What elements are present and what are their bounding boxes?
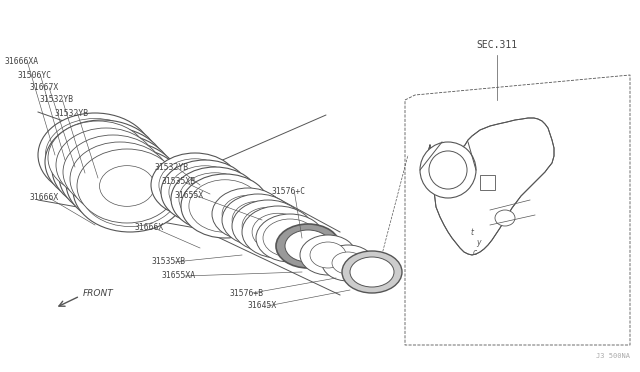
Text: 31506YC: 31506YC bbox=[18, 71, 52, 80]
Ellipse shape bbox=[74, 147, 173, 219]
Ellipse shape bbox=[181, 174, 269, 238]
Text: 31532YB: 31532YB bbox=[40, 96, 74, 105]
Ellipse shape bbox=[232, 200, 304, 252]
Text: 31666XA: 31666XA bbox=[5, 58, 39, 67]
Ellipse shape bbox=[420, 142, 476, 198]
Ellipse shape bbox=[276, 224, 340, 268]
Ellipse shape bbox=[310, 242, 346, 268]
Text: 31655X: 31655X bbox=[175, 190, 204, 199]
Ellipse shape bbox=[38, 113, 152, 197]
Ellipse shape bbox=[171, 167, 259, 231]
Text: 31535XB: 31535XB bbox=[162, 177, 196, 186]
Ellipse shape bbox=[56, 128, 156, 202]
Ellipse shape bbox=[242, 207, 294, 245]
Ellipse shape bbox=[70, 142, 170, 216]
Ellipse shape bbox=[222, 195, 274, 233]
Ellipse shape bbox=[93, 158, 147, 199]
Ellipse shape bbox=[81, 154, 180, 227]
Text: 31576+B: 31576+B bbox=[230, 289, 264, 298]
Ellipse shape bbox=[79, 145, 134, 185]
Ellipse shape bbox=[73, 148, 187, 232]
Ellipse shape bbox=[169, 166, 241, 218]
Ellipse shape bbox=[332, 252, 364, 274]
Text: y: y bbox=[476, 238, 480, 247]
Ellipse shape bbox=[285, 230, 331, 262]
Text: FRONT: FRONT bbox=[83, 289, 114, 298]
Ellipse shape bbox=[212, 188, 284, 240]
Ellipse shape bbox=[252, 213, 304, 251]
Text: SEC.311: SEC.311 bbox=[476, 40, 518, 50]
Text: c: c bbox=[473, 248, 477, 257]
Ellipse shape bbox=[350, 257, 394, 287]
Ellipse shape bbox=[60, 132, 159, 206]
Ellipse shape bbox=[63, 135, 163, 209]
Text: J3 500NA: J3 500NA bbox=[596, 353, 630, 359]
Ellipse shape bbox=[151, 153, 239, 217]
Ellipse shape bbox=[45, 120, 159, 204]
Ellipse shape bbox=[67, 140, 166, 212]
Text: 31667X: 31667X bbox=[30, 83, 60, 93]
Ellipse shape bbox=[256, 214, 324, 262]
Text: 31532YB: 31532YB bbox=[155, 164, 189, 173]
Polygon shape bbox=[428, 118, 554, 255]
Ellipse shape bbox=[48, 121, 148, 195]
Text: 31535XB: 31535XB bbox=[152, 257, 186, 266]
Ellipse shape bbox=[66, 141, 180, 225]
Ellipse shape bbox=[232, 201, 284, 239]
Ellipse shape bbox=[300, 235, 356, 275]
Text: 31655XA: 31655XA bbox=[162, 272, 196, 280]
Ellipse shape bbox=[342, 251, 402, 293]
Ellipse shape bbox=[52, 125, 152, 199]
Ellipse shape bbox=[242, 206, 314, 258]
Ellipse shape bbox=[495, 210, 515, 226]
Ellipse shape bbox=[52, 127, 166, 211]
Ellipse shape bbox=[189, 180, 261, 232]
Ellipse shape bbox=[179, 173, 251, 225]
Text: 31532YB: 31532YB bbox=[55, 109, 89, 118]
Ellipse shape bbox=[70, 138, 125, 178]
Ellipse shape bbox=[159, 159, 231, 211]
Ellipse shape bbox=[99, 166, 154, 206]
Ellipse shape bbox=[45, 118, 145, 192]
Ellipse shape bbox=[222, 194, 294, 246]
Ellipse shape bbox=[86, 152, 141, 192]
Ellipse shape bbox=[59, 134, 173, 218]
Text: t: t bbox=[470, 228, 474, 237]
Text: 31666X: 31666X bbox=[30, 193, 60, 202]
Text: 31645X: 31645X bbox=[248, 301, 277, 311]
Text: 31666X: 31666X bbox=[135, 224, 164, 232]
Ellipse shape bbox=[77, 149, 177, 223]
Text: 31576+C: 31576+C bbox=[272, 187, 306, 196]
Ellipse shape bbox=[322, 245, 374, 281]
Polygon shape bbox=[480, 175, 495, 190]
Ellipse shape bbox=[263, 219, 317, 257]
Ellipse shape bbox=[429, 151, 467, 189]
Ellipse shape bbox=[161, 160, 249, 224]
